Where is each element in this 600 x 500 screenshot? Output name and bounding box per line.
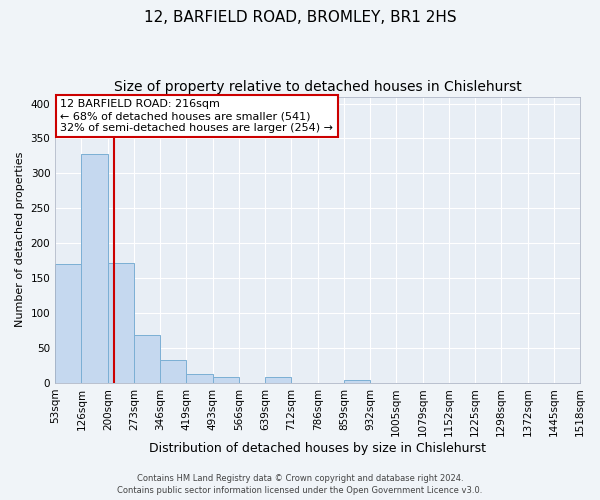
Bar: [186, 374, 213, 383]
Text: Contains HM Land Registry data © Crown copyright and database right 2024.
Contai: Contains HM Land Registry data © Crown c…: [118, 474, 482, 495]
Bar: [82, 154, 108, 383]
Y-axis label: Number of detached properties: Number of detached properties: [15, 152, 25, 328]
Bar: [344, 380, 370, 383]
Bar: [108, 262, 134, 383]
Title: Size of property relative to detached houses in Chislehurst: Size of property relative to detached ho…: [114, 80, 521, 94]
Bar: [160, 360, 186, 383]
Bar: [265, 377, 291, 383]
X-axis label: Distribution of detached houses by size in Chislehurst: Distribution of detached houses by size …: [149, 442, 486, 455]
Bar: [55, 264, 82, 383]
Bar: [213, 376, 239, 383]
Bar: [134, 336, 160, 383]
Text: 12, BARFIELD ROAD, BROMLEY, BR1 2HS: 12, BARFIELD ROAD, BROMLEY, BR1 2HS: [143, 10, 457, 25]
Text: 12 BARFIELD ROAD: 216sqm
← 68% of detached houses are smaller (541)
32% of semi-: 12 BARFIELD ROAD: 216sqm ← 68% of detach…: [61, 100, 334, 132]
